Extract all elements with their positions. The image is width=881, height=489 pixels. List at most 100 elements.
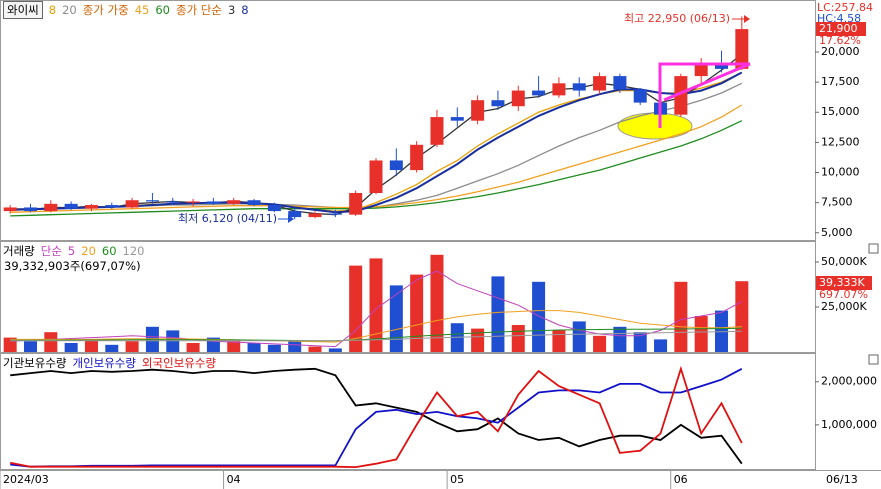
candle-body — [715, 64, 729, 69]
series-line — [10, 120, 743, 217]
candle-body — [308, 213, 322, 218]
high-annotation: 최고 22,950 (06/13) — [624, 12, 730, 25]
volume-bar — [23, 341, 37, 352]
volume-bar — [654, 339, 668, 352]
candle-body — [694, 64, 708, 77]
candle-body — [166, 201, 180, 203]
candle-body — [3, 207, 17, 212]
volume-bar — [328, 348, 342, 352]
legend-group: 와이씨 — [3, 1, 43, 19]
legend-item: 3 — [227, 3, 236, 17]
legend-item: 외국인보유수량 — [141, 356, 217, 370]
candle-body — [145, 200, 159, 202]
price-badge — [816, 22, 866, 36]
legend-item: 5 — [67, 244, 76, 258]
candle-body — [328, 213, 342, 215]
candle-body — [206, 201, 220, 204]
arrow-head — [288, 215, 294, 223]
legend-item: 8 — [241, 3, 249, 17]
volume-bar — [44, 332, 58, 352]
volume-bar — [511, 325, 525, 352]
y-tick-label: 50,000K — [821, 255, 867, 268]
y-tick-label: 1,000,000 — [821, 418, 877, 431]
legend-title: 거래량 — [3, 244, 35, 258]
legend-item: 45 — [134, 3, 150, 17]
legend-item: 기관보유수량 — [3, 356, 67, 370]
y-tick-label: 10,000 — [821, 166, 860, 179]
volume-panel — [0, 241, 816, 353]
volume-bar — [491, 276, 505, 352]
candle-body — [247, 200, 261, 206]
legend-item: 20 — [62, 3, 77, 17]
y-tick-label: 5,000 — [821, 226, 853, 239]
legend-item: 60 — [101, 244, 117, 258]
x-tick-label: 06 — [674, 473, 688, 486]
candle-body — [674, 76, 688, 115]
candle-body — [430, 117, 444, 145]
y-tick-label: 2,000,000 — [821, 375, 877, 388]
volume-change: 697.07% — [819, 288, 868, 301]
series-line — [10, 368, 743, 468]
y-tick-label: 12,500 — [821, 135, 860, 148]
volume-bar — [593, 335, 607, 352]
series-line — [10, 327, 742, 342]
volume-bar — [410, 274, 424, 352]
candle-body — [450, 117, 464, 121]
candle-body — [267, 205, 281, 212]
candle-body — [64, 203, 78, 209]
candle-body — [410, 144, 424, 171]
volume-bar — [247, 343, 261, 352]
close-button[interactable] — [868, 243, 879, 254]
candle-body — [369, 160, 383, 193]
trend-line — [663, 62, 751, 102]
volume-bar — [572, 321, 586, 352]
y-tick-label: 20,000 — [821, 45, 860, 58]
volume-bar — [288, 341, 302, 352]
candle-body — [389, 160, 403, 171]
volume-bar — [694, 316, 708, 352]
y-tick-label: 25,000K — [821, 300, 867, 313]
volume-bar — [735, 281, 749, 352]
volume-bar — [613, 326, 627, 352]
volume-bar — [308, 346, 322, 352]
holdings-panel — [0, 353, 816, 470]
legend-item: 20 — [81, 244, 96, 258]
legend-group: 종가 단순 — [175, 3, 222, 17]
volume-bar — [349, 265, 363, 352]
candle-body — [288, 211, 302, 218]
volume-bar — [186, 343, 200, 352]
last-volume: 39,333K — [819, 276, 865, 289]
lc-label: LC:257.84 — [817, 1, 873, 14]
volume-bar — [227, 341, 241, 352]
candle-body — [532, 90, 546, 96]
candle-body — [735, 29, 749, 69]
trend-line — [658, 62, 750, 128]
candle-body — [84, 205, 98, 209]
holdings-legend: 기관보유수량 개인보유수량 외국인보유수량 — [3, 355, 216, 371]
legend-group: 종가 가중 — [82, 3, 129, 17]
series-line — [10, 330, 742, 342]
volume-bar — [471, 328, 485, 352]
candle-body — [349, 192, 363, 215]
arrow-head — [744, 15, 750, 23]
candle-body — [552, 83, 566, 96]
series-line — [10, 104, 743, 213]
series-line — [10, 367, 743, 465]
candle-body — [593, 76, 607, 91]
volume-bar — [674, 281, 688, 352]
summary: 39,332,903주(697,07%) — [4, 259, 141, 273]
volume-bar — [532, 281, 546, 352]
hc-label: HC:4.58 — [817, 12, 861, 25]
volume-bar — [552, 330, 566, 352]
series-line — [10, 365, 743, 469]
candle-body — [44, 203, 58, 212]
y-tick-label: 17,500 — [821, 75, 860, 88]
volume-legend: 거래량 단순 5 20 60 120 — [3, 243, 144, 259]
x-tick-label: 2024/03 — [3, 473, 49, 486]
close-button[interactable] — [868, 354, 879, 365]
candle-body — [572, 83, 586, 91]
candle-body — [633, 89, 647, 103]
low-annotation: 최저 6,120 (04/11) — [178, 212, 277, 225]
current-date: 06/13 — [826, 473, 858, 486]
legend-item: 120 — [122, 244, 145, 258]
